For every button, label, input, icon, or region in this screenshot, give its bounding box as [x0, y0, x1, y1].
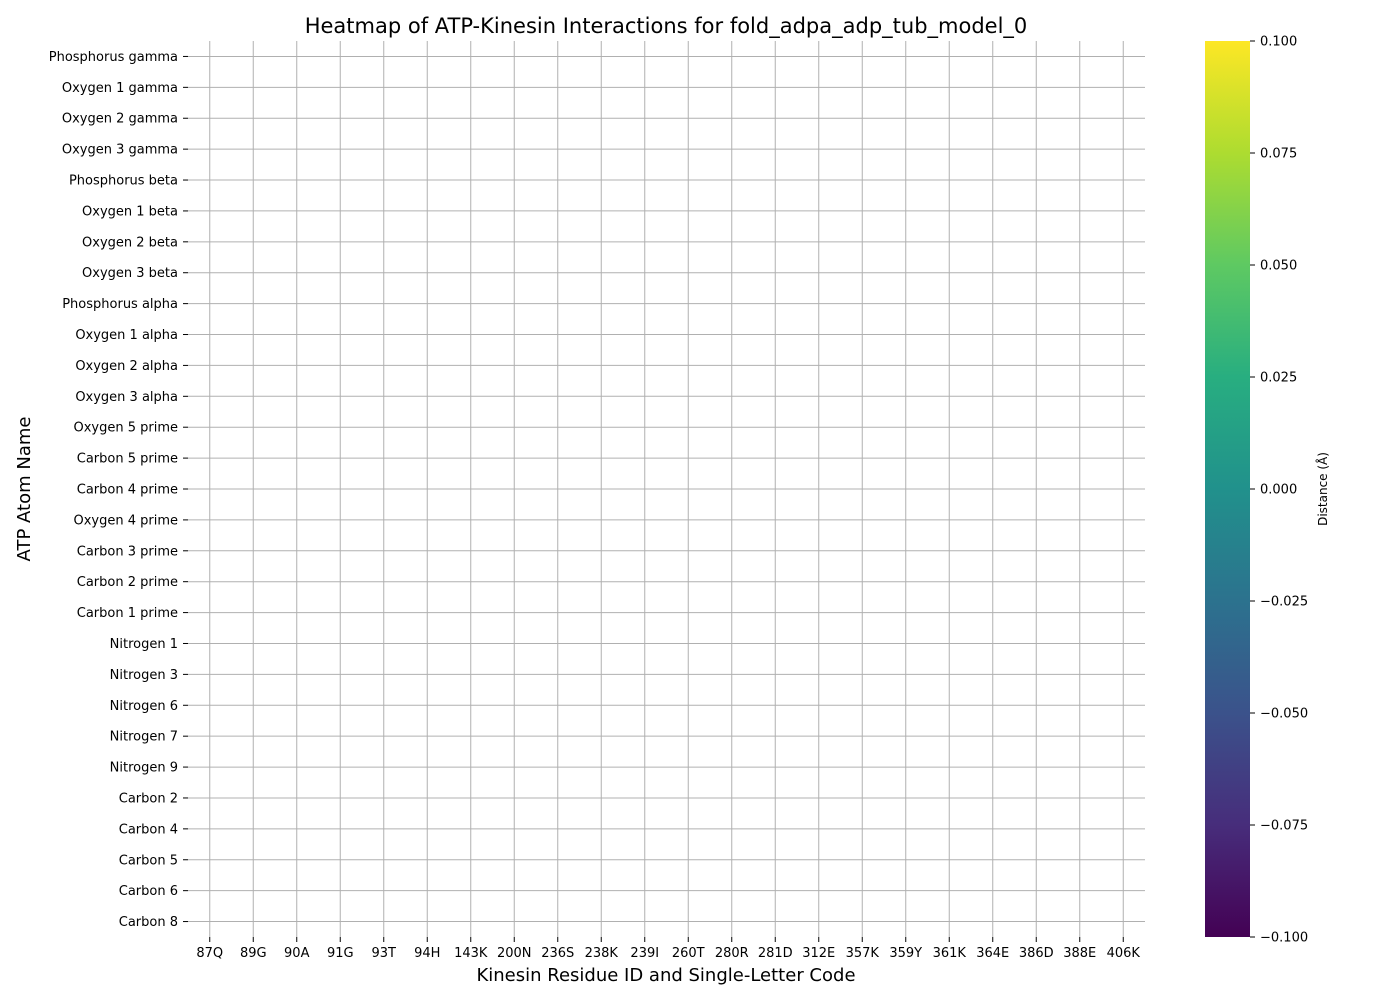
x-tick-label: 386D: [1019, 946, 1054, 961]
x-axis-label: Kinesin Residue ID and Single-Letter Cod…: [476, 965, 855, 986]
y-tick-label: Oxygen 2 beta: [82, 235, 178, 250]
horizontal-gridlines: [188, 55, 1145, 923]
x-tick-label: 357K: [846, 946, 880, 961]
x-tick-label: 239I: [630, 946, 659, 961]
colorbar-tick-label: −0.075: [1260, 819, 1308, 834]
y-tick-label: Oxygen 1 beta: [82, 204, 178, 219]
x-tick-label: 143K: [454, 946, 488, 961]
x-tick-label: 281D: [758, 946, 793, 961]
y-tick-label: Carbon 4 prime: [77, 483, 178, 498]
y-tick-label: Carbon 3 prime: [77, 544, 178, 559]
colorbar-tick-label: −0.100: [1260, 931, 1308, 946]
y-tick-label: Nitrogen 1: [110, 637, 178, 652]
colorbar-tick-label: 0.100: [1260, 35, 1297, 50]
x-tick-label: 87Q: [196, 946, 223, 961]
y-tick-label: Oxygen 3 gamma: [62, 143, 178, 158]
x-tick-label: 260T: [672, 946, 705, 961]
y-tick-label: Oxygen 2 alpha: [75, 359, 178, 374]
x-tick-label: 238K: [585, 946, 619, 961]
x-axis-ticks: 87Q 89G 90A 91G 93T 94H 143K 200N 236S 238K 239I 26…: [196, 937, 1140, 961]
y-tick-label: Carbon 2 prime: [77, 575, 178, 590]
x-tick-label: 89G: [240, 946, 267, 961]
x-tick-label: 91G: [327, 946, 354, 961]
y-tick-label: Oxygen 1 gamma: [62, 81, 178, 96]
y-tick-label: Nitrogen 9: [110, 761, 178, 776]
x-tick-label: 200N: [497, 946, 532, 961]
y-tick-label: Oxygen 5 prime: [73, 421, 178, 436]
y-tick-label: Nitrogen 7: [110, 730, 178, 745]
y-tick-label: Phosphorus beta: [69, 174, 178, 189]
x-tick-label: 406K: [1107, 946, 1141, 961]
x-tick-label: 94H: [414, 946, 440, 961]
x-tick-label: 236S: [541, 946, 574, 961]
x-tick-label: 93T: [372, 946, 397, 961]
colorbar: [1205, 41, 1250, 937]
y-tick-label: Carbon 4: [119, 822, 178, 837]
y-axis-label: ATP Atom Name: [14, 417, 35, 562]
y-tick-label: Carbon 6: [119, 884, 178, 899]
colorbar-label: Distance (Å): [1315, 452, 1330, 526]
chart-title: Heatmap of ATP-Kinesin Interactions for …: [305, 14, 1028, 39]
y-tick-label: Oxygen 1 alpha: [75, 328, 178, 343]
colorbar-tick-label: 0.075: [1260, 147, 1297, 162]
y-tick-label: Nitrogen 6: [110, 699, 178, 714]
colorbar-ticks: 0.100 0.075 0.050 0.025 0.000 −0.025 −0.050 −0.…: [1250, 35, 1308, 946]
x-tick-label: 361K: [933, 946, 967, 961]
y-tick-label: Carbon 8: [119, 915, 178, 930]
y-tick-label: Carbon 5: [119, 853, 178, 868]
x-tick-label: 359Y: [889, 946, 922, 961]
colorbar-tick-label: −0.025: [1260, 595, 1308, 610]
y-tick-label: Nitrogen 3: [110, 668, 178, 683]
y-tick-label: Phosphorus alpha: [62, 297, 178, 312]
y-tick-label: Oxygen 3 alpha: [75, 390, 178, 405]
y-tick-label: Carbon 1 prime: [77, 606, 178, 621]
colorbar-tick-label: 0.000: [1260, 483, 1297, 498]
y-tick-label: Oxygen 3 beta: [82, 266, 178, 281]
y-tick-label: Oxygen 2 gamma: [62, 112, 178, 127]
x-tick-label: 280R: [715, 946, 749, 961]
y-tick-label: Carbon 2: [119, 791, 178, 806]
y-tick-label: Carbon 5 prime: [77, 452, 178, 467]
y-tick-label: Phosphorus gamma: [49, 50, 178, 65]
colorbar-tick-label: −0.050: [1260, 707, 1308, 722]
x-tick-label: 312E: [802, 946, 835, 961]
x-tick-label: 90A: [284, 946, 310, 961]
colorbar-tick-label: 0.050: [1260, 259, 1297, 274]
colorbar-tick-label: 0.025: [1260, 371, 1297, 386]
y-tick-label: Oxygen 4 prime: [73, 513, 178, 528]
y-axis-ticks: Phosphorus gamma Oxygen 1 gamma Oxygen 2 g…: [49, 50, 188, 930]
x-tick-label: 388E: [1063, 946, 1096, 961]
x-tick-label: 364E: [976, 946, 1009, 961]
